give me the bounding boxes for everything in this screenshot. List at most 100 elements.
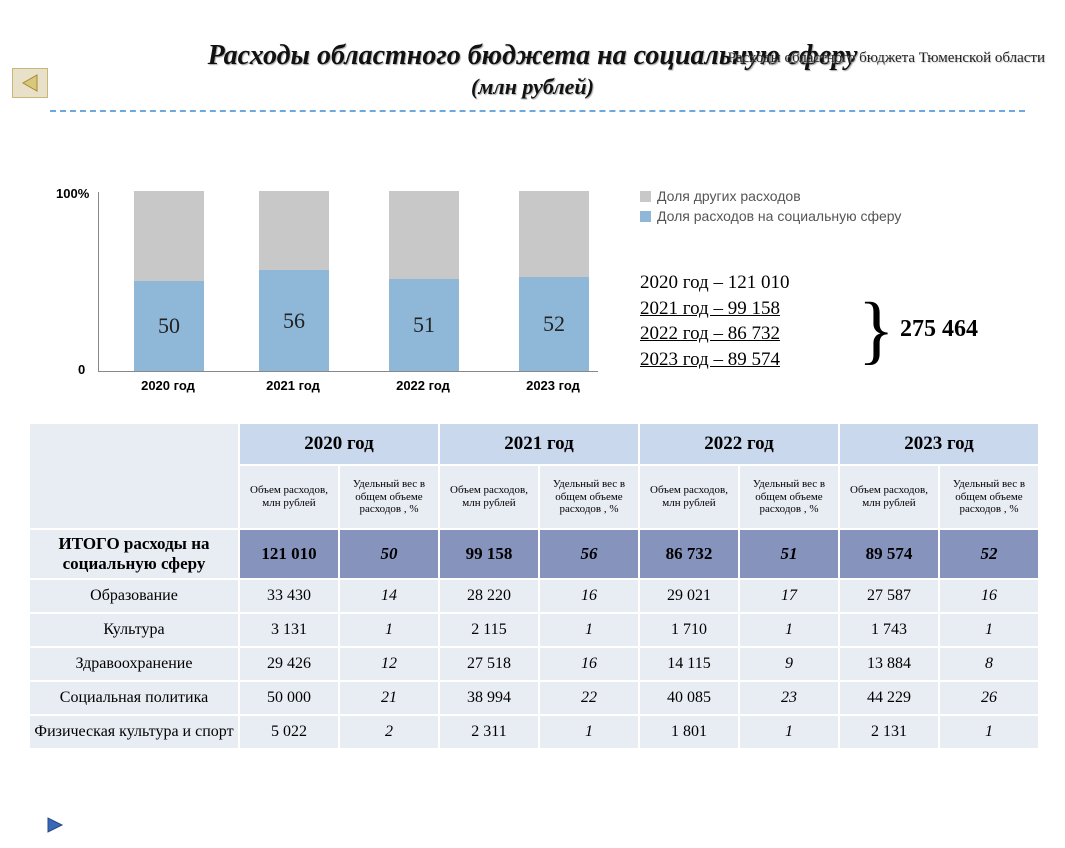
total-cell: 89 574 [839, 529, 939, 579]
bar-segment-other [519, 191, 589, 277]
data-cell: 44 229 [839, 681, 939, 715]
data-cell: 28 220 [439, 579, 539, 613]
data-cell: 17 [739, 579, 839, 613]
sub-header-volume: Объем расходов, млн рублей [639, 465, 739, 529]
x-tick-label: 2022 год [373, 378, 473, 393]
data-cell: 1 [939, 613, 1039, 647]
x-tick-label: 2021 год [243, 378, 343, 393]
data-cell: 33 430 [239, 579, 339, 613]
sub-header-volume: Объем расходов, млн рублей [839, 465, 939, 529]
chart-plot-area: 50 56 51 52 [98, 192, 598, 372]
data-cell: 2 115 [439, 613, 539, 647]
bar-group: 56 [259, 191, 329, 371]
data-cell: 16 [539, 579, 639, 613]
row-label: Здравоохранение [29, 647, 239, 681]
summary-block: 2020 год – 121 0102021 год – 99 1582022 … [640, 270, 789, 373]
summary-line: 2021 год – 99 158 [640, 296, 789, 322]
data-cell: 1 710 [639, 613, 739, 647]
sub-header-percent: Удельный вес в общем объеме расходов , % [739, 465, 839, 529]
bar-group: 51 [389, 191, 459, 371]
data-cell: 27 587 [839, 579, 939, 613]
sub-header-percent: Удельный вес в общем объеме расходов , % [939, 465, 1039, 529]
data-cell: 14 115 [639, 647, 739, 681]
data-cell: 1 801 [639, 715, 739, 749]
data-cell: 21 [339, 681, 439, 715]
x-tick-label: 2020 год [118, 378, 218, 393]
data-cell: 1 [739, 715, 839, 749]
page-subtitle: (млн рублей) [0, 74, 1065, 100]
data-cell: 12 [339, 647, 439, 681]
chart-legend: Доля других расходов Доля расходов на соц… [640, 188, 901, 228]
data-cell: 22 [539, 681, 639, 715]
data-cell: 16 [939, 579, 1039, 613]
row-label: Культура [29, 613, 239, 647]
table-corner [29, 423, 239, 529]
bar-segment-other [134, 191, 204, 281]
legend-label: Доля других расходов [657, 188, 801, 204]
data-cell: 29 426 [239, 647, 339, 681]
data-cell: 1 [539, 613, 639, 647]
data-cell: 2 311 [439, 715, 539, 749]
data-cell: 50 000 [239, 681, 339, 715]
year-header: 2023 год [839, 423, 1039, 465]
legend-item: Доля расходов на социальную сферу [640, 208, 901, 224]
total-cell: 50 [339, 529, 439, 579]
y-tick-100: 100% [56, 186, 89, 201]
forward-button[interactable] [44, 814, 66, 836]
summary-line: 2020 год – 121 010 [640, 270, 789, 296]
data-cell: 1 [339, 613, 439, 647]
row-label: Социальная политика [29, 681, 239, 715]
data-cell: 2 [339, 715, 439, 749]
total-cell: 99 158 [439, 529, 539, 579]
y-tick-0: 0 [78, 362, 85, 377]
legend-swatch [640, 211, 651, 222]
x-tick-label: 2023 год [503, 378, 603, 393]
back-button[interactable] [12, 68, 48, 98]
data-cell: 1 [539, 715, 639, 749]
data-cell: 40 085 [639, 681, 739, 715]
data-cell: 14 [339, 579, 439, 613]
row-label: Образование [29, 579, 239, 613]
bar-segment-social: 56 [259, 270, 329, 371]
summary-line: 2022 год – 86 732 [640, 321, 789, 347]
total-cell: 56 [539, 529, 639, 579]
total-cell: 86 732 [639, 529, 739, 579]
triangle-right-icon [44, 814, 66, 836]
data-cell: 9 [739, 647, 839, 681]
data-cell: 5 022 [239, 715, 339, 749]
bar-group: 50 [134, 191, 204, 371]
bar-group: 52 [519, 191, 589, 371]
bar-segment-social: 50 [134, 281, 204, 371]
legend-label: Доля расходов на социальную сферу [657, 208, 901, 224]
total-cell: 121 010 [239, 529, 339, 579]
bar-segment-social: 51 [389, 279, 459, 371]
data-cell: 1 [739, 613, 839, 647]
curly-brace-icon: } [858, 292, 894, 368]
year-header: 2021 год [439, 423, 639, 465]
data-cell: 13 884 [839, 647, 939, 681]
summary-line: 2023 год – 89 574 [640, 347, 789, 373]
total-row-label: ИТОГО расходы на социальную сферу [29, 529, 239, 579]
data-cell: 8 [939, 647, 1039, 681]
bar-segment-social: 52 [519, 277, 589, 371]
year-header: 2022 год [639, 423, 839, 465]
data-cell: 38 994 [439, 681, 539, 715]
bar-segment-other [389, 191, 459, 279]
summary-total: 275 464 [900, 316, 978, 343]
sub-header-percent: Удельный вес в общем объеме расходов , % [339, 465, 439, 529]
data-cell: 16 [539, 647, 639, 681]
data-cell: 3 131 [239, 613, 339, 647]
data-cell: 27 518 [439, 647, 539, 681]
bar-segment-other [259, 191, 329, 270]
data-cell: 1 743 [839, 613, 939, 647]
sub-header-percent: Удельный вес в общем объеме расходов , % [539, 465, 639, 529]
data-cell: 1 [939, 715, 1039, 749]
page-header-right: Расходы областного бюджета Тюменской обл… [728, 50, 1045, 67]
divider [50, 110, 1025, 112]
year-header: 2020 год [239, 423, 439, 465]
stacked-bar-chart: 100% 0 50 56 51 52 2020 год 2021 год 2022 год… [50, 180, 610, 410]
data-cell: 23 [739, 681, 839, 715]
triangle-left-icon [19, 73, 41, 93]
legend-swatch [640, 191, 651, 202]
total-cell: 52 [939, 529, 1039, 579]
